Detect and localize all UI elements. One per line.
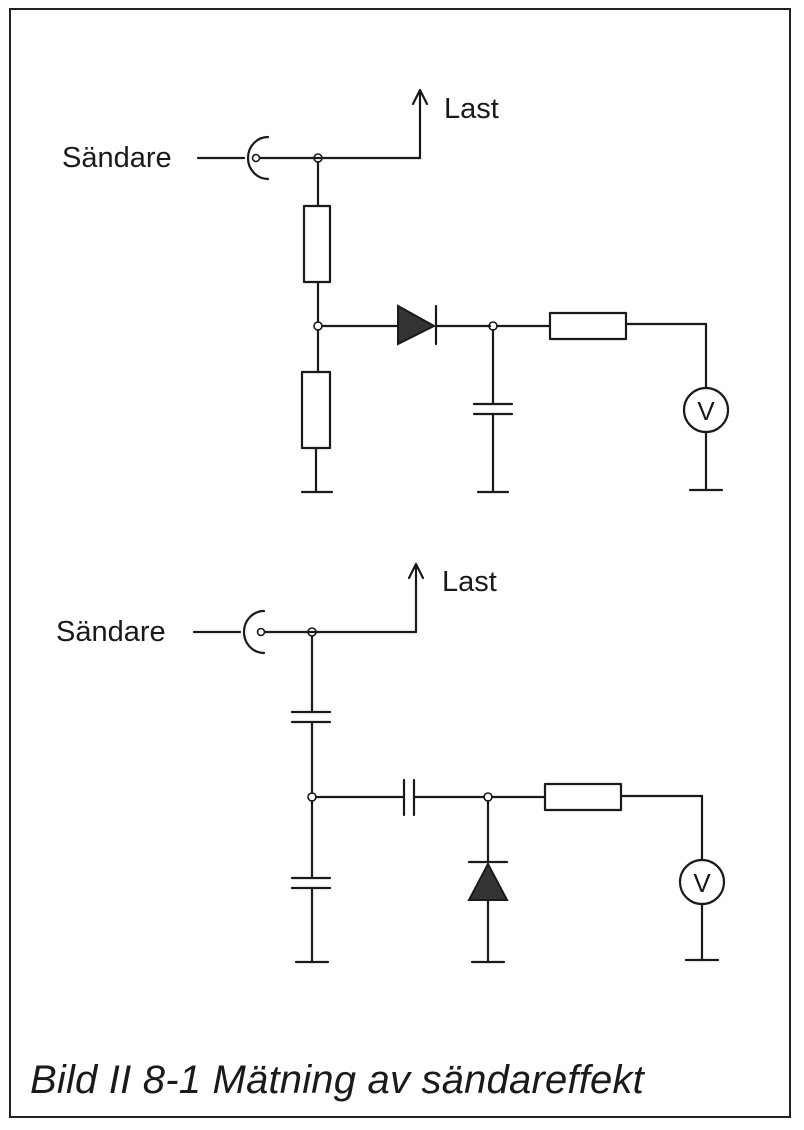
resistor-bottom <box>543 782 623 812</box>
node-bottom-3 <box>483 792 493 802</box>
diode-bottom <box>467 861 509 901</box>
node-bottom-2 <box>307 792 317 802</box>
figure-caption: Bild II 8-1 Mätning av sändareffekt <box>30 1058 644 1102</box>
load-label-bottom: Last <box>442 566 497 598</box>
resistor-top-2 <box>300 370 332 450</box>
diode-top <box>397 304 437 346</box>
load-arrow-bottom <box>407 562 425 580</box>
resistor-top-1 <box>302 204 332 284</box>
figure-frame <box>9 8 791 1118</box>
voltmeter-bottom-label: V <box>693 868 711 898</box>
circuit-top: Sändare Last <box>62 88 730 494</box>
voltmeter-top-label: V <box>697 396 715 426</box>
connector-bottom <box>192 609 266 655</box>
circuit-bottom: Sändare Last <box>56 562 726 964</box>
source-label-bottom: Sändare <box>56 616 166 648</box>
node-top-2 <box>313 321 323 331</box>
connector-top <box>196 135 270 181</box>
resistor-top-3 <box>548 311 628 341</box>
source-label-top: Sändare <box>62 142 172 174</box>
load-arrow-top <box>411 88 429 106</box>
load-label-top: Last <box>444 93 499 125</box>
